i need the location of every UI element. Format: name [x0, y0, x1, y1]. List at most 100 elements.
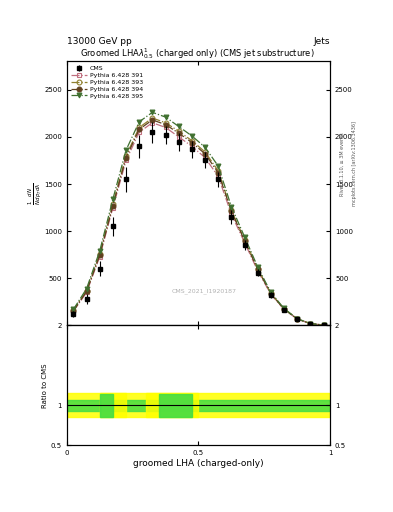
Pythia 6.428 391 — [84, 289, 89, 295]
Pythia 6.428 391 — [255, 268, 260, 274]
Bar — [159, 394, 192, 417]
Text: Jets: Jets — [314, 37, 330, 46]
Pythia 6.428 391 — [242, 240, 247, 246]
Pythia 6.428 395 — [242, 234, 247, 240]
Pythia 6.428 395 — [255, 264, 260, 270]
Pythia 6.428 391 — [216, 174, 220, 180]
Pythia 6.428 394 — [189, 139, 194, 145]
Pythia 6.428 395 — [71, 306, 76, 312]
Text: Rivet 3.1.10, ≥ 3M events: Rivet 3.1.10, ≥ 3M events — [340, 132, 345, 196]
Pythia 6.428 395 — [124, 147, 129, 153]
Pythia 6.428 395 — [268, 289, 273, 295]
Pythia 6.428 394 — [110, 203, 115, 209]
Pythia 6.428 391 — [124, 157, 129, 163]
Pythia 6.428 391 — [110, 204, 115, 210]
Pythia 6.428 391 — [203, 155, 208, 161]
Bar — [100, 394, 113, 417]
Pythia 6.428 391 — [321, 322, 326, 328]
Line: Pythia 6.428 395: Pythia 6.428 395 — [71, 110, 326, 327]
Pythia 6.428 391 — [150, 120, 155, 126]
Line: Pythia 6.428 391: Pythia 6.428 391 — [71, 120, 326, 328]
Pythia 6.428 395 — [84, 286, 89, 292]
Pythia 6.428 395 — [97, 248, 102, 254]
Pythia 6.428 395 — [137, 119, 141, 125]
Pythia 6.428 394 — [203, 151, 208, 157]
Pythia 6.428 394 — [308, 321, 313, 327]
Pythia 6.428 395 — [203, 144, 208, 151]
Pythia 6.428 394 — [242, 238, 247, 244]
Pythia 6.428 393 — [189, 138, 194, 144]
Pythia 6.428 393 — [97, 251, 102, 257]
Pythia 6.428 393 — [203, 149, 208, 155]
Pythia 6.428 393 — [242, 237, 247, 243]
Pythia 6.428 393 — [282, 306, 286, 312]
Pythia 6.428 393 — [308, 321, 313, 327]
Y-axis label: $\frac{1}{N}\frac{dN}{dp_T d\lambda}$: $\frac{1}{N}\frac{dN}{dp_T d\lambda}$ — [26, 182, 42, 205]
Pythia 6.428 393 — [321, 322, 326, 328]
Pythia 6.428 393 — [295, 316, 299, 322]
Pythia 6.428 395 — [295, 315, 299, 322]
Pythia 6.428 391 — [189, 143, 194, 150]
Pythia 6.428 393 — [110, 201, 115, 207]
Pythia 6.428 391 — [97, 253, 102, 260]
Bar — [100, 393, 126, 417]
Line: Pythia 6.428 393: Pythia 6.428 393 — [71, 116, 326, 328]
Pythia 6.428 393 — [176, 128, 181, 134]
Pythia 6.428 391 — [137, 129, 141, 135]
Text: mcplots.cern.ch [arXiv:1306.3436]: mcplots.cern.ch [arXiv:1306.3436] — [352, 121, 357, 206]
Pythia 6.428 391 — [163, 124, 168, 131]
Pythia 6.428 393 — [216, 168, 220, 174]
Text: 13000 GeV pp: 13000 GeV pp — [67, 37, 132, 46]
Bar — [146, 393, 198, 417]
Pythia 6.428 391 — [71, 308, 76, 314]
Pythia 6.428 391 — [308, 321, 313, 327]
Pythia 6.428 394 — [97, 252, 102, 258]
Pythia 6.428 394 — [163, 121, 168, 127]
Pythia 6.428 395 — [321, 322, 326, 328]
Pythia 6.428 391 — [176, 134, 181, 140]
Pythia 6.428 394 — [137, 126, 141, 133]
Pythia 6.428 394 — [268, 290, 273, 296]
Pythia 6.428 393 — [84, 287, 89, 293]
Pythia 6.428 393 — [229, 207, 234, 214]
Y-axis label: Ratio to CMS: Ratio to CMS — [42, 363, 48, 408]
Pythia 6.428 394 — [321, 322, 326, 328]
Bar — [67, 393, 330, 417]
Pythia 6.428 394 — [84, 288, 89, 294]
Pythia 6.428 395 — [176, 123, 181, 130]
Pythia 6.428 395 — [163, 114, 168, 120]
Pythia 6.428 394 — [282, 306, 286, 312]
Pythia 6.428 393 — [71, 307, 76, 313]
Line: Pythia 6.428 394: Pythia 6.428 394 — [71, 117, 326, 328]
Pythia 6.428 394 — [150, 117, 155, 123]
Legend: CMS, Pythia 6.428 391, Pythia 6.428 393, Pythia 6.428 394, Pythia 6.428 395: CMS, Pythia 6.428 391, Pythia 6.428 393,… — [70, 65, 145, 100]
Pythia 6.428 393 — [124, 153, 129, 159]
X-axis label: groomed LHA (charged-only): groomed LHA (charged-only) — [133, 459, 264, 468]
Pythia 6.428 394 — [216, 169, 220, 176]
Text: Groomed LHA$\lambda^{1}_{0.5}$ (charged only) (CMS jet substructure): Groomed LHA$\lambda^{1}_{0.5}$ (charged … — [80, 47, 315, 61]
Pythia 6.428 394 — [295, 316, 299, 322]
Pythia 6.428 393 — [137, 124, 141, 131]
Pythia 6.428 394 — [255, 266, 260, 272]
Pythia 6.428 395 — [189, 133, 194, 139]
Pythia 6.428 394 — [71, 308, 76, 314]
Pythia 6.428 391 — [268, 291, 273, 297]
Pythia 6.428 391 — [282, 306, 286, 312]
Bar — [67, 400, 330, 411]
Pythia 6.428 394 — [176, 130, 181, 136]
Pythia 6.428 391 — [229, 211, 234, 217]
Pythia 6.428 393 — [163, 120, 168, 126]
Pythia 6.428 394 — [229, 208, 234, 215]
Pythia 6.428 395 — [110, 196, 115, 202]
Pythia 6.428 395 — [308, 321, 313, 327]
Pythia 6.428 395 — [216, 163, 220, 169]
Pythia 6.428 393 — [268, 290, 273, 296]
Text: CMS_2021_I1920187: CMS_2021_I1920187 — [171, 288, 236, 294]
Pythia 6.428 391 — [295, 316, 299, 322]
Pythia 6.428 393 — [150, 115, 155, 121]
Pythia 6.428 395 — [229, 204, 234, 210]
Pythia 6.428 394 — [124, 155, 129, 161]
Pythia 6.428 393 — [255, 266, 260, 272]
Pythia 6.428 395 — [282, 305, 286, 311]
Pythia 6.428 395 — [150, 109, 155, 115]
